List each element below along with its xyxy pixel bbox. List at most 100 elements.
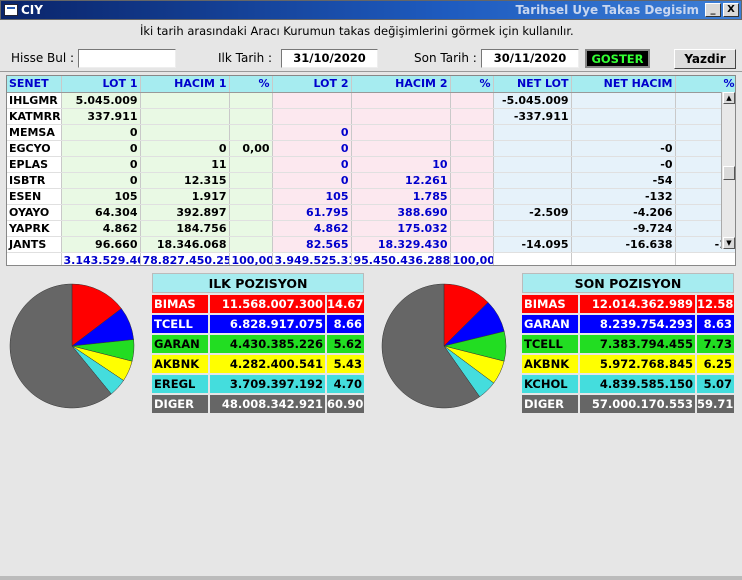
- total-net-lot: [493, 251, 572, 265]
- position-row: DIGER 48.008.342.921 60.90: [152, 395, 364, 413]
- col-header-pct2[interactable]: %: [450, 76, 494, 93]
- close-button[interactable]: X: [723, 3, 739, 17]
- position-name: DIGER: [152, 395, 208, 413]
- cell-lot1: 337.911: [61, 108, 141, 125]
- col-header-hacim2[interactable]: HACIM 2: [351, 76, 451, 93]
- cell-net-hacim: [571, 124, 676, 141]
- cell-pct2: [450, 236, 494, 253]
- cell-net-hacim: -0: [571, 156, 676, 173]
- cell-senet: KATMRR: [7, 108, 62, 125]
- col-header-hacim1[interactable]: HACIM 1: [140, 76, 230, 93]
- table-row[interactable]: MEMSA 0 0: [7, 124, 735, 141]
- col-header-lot1[interactable]: LOT 1: [61, 76, 141, 93]
- cell-pct1: [229, 236, 273, 253]
- col-header-pct1[interactable]: %: [229, 76, 273, 93]
- cell-hacim2: 388.690: [351, 204, 451, 221]
- table-row[interactable]: JANTS 96.660 18.346.068 82.565 18.329.430 -14…: [7, 236, 735, 253]
- table-row[interactable]: IHLGMR 5.045.009 -5.045.009: [7, 92, 735, 109]
- cell-senet: EGCYO: [7, 140, 62, 157]
- cell-pct1: [229, 220, 273, 237]
- son-pie-chart: [381, 283, 507, 409]
- col-header-net-lot[interactable]: NET LOT: [493, 76, 572, 93]
- cell-net-lot: -2.509: [493, 204, 572, 221]
- table-row[interactable]: EGCYO 0 0 0,00 0 -0: [7, 140, 735, 157]
- cell-senet: ISBTR: [7, 172, 62, 189]
- cell-pct1: [229, 204, 273, 221]
- window-bottom-border: [0, 576, 742, 580]
- col-header-net-pct[interactable]: %: [675, 76, 735, 93]
- cell-pct2: [450, 204, 494, 221]
- position-row: BIMAS 12.014.362.989 12.58: [522, 295, 734, 313]
- position-value: 4.430.385.226: [210, 335, 325, 353]
- minimize-button[interactable]: _: [705, 3, 721, 17]
- yazdir-button[interactable]: Yazdir: [674, 49, 736, 69]
- total-hacim2: 95.450.436.288: [351, 251, 451, 265]
- cell-senet: EPLAS: [7, 156, 62, 173]
- scroll-down-icon[interactable]: ▼: [723, 237, 735, 249]
- grid-scrollbar[interactable]: ▲ ▼: [721, 92, 735, 249]
- col-header-lot2[interactable]: LOT 2: [272, 76, 352, 93]
- scroll-thumb[interactable]: [723, 166, 735, 180]
- table-row[interactable]: OYAYO 64.304 392.897 61.795 388.690 -2.509 -4.…: [7, 204, 735, 221]
- cell-senet: YAPRK: [7, 220, 62, 237]
- end-date-field[interactable]: 30/11/2020: [481, 49, 579, 68]
- cell-hacim1: 12.315: [140, 172, 230, 189]
- cell-net-pct: [675, 188, 735, 205]
- cell-senet: ESEN: [7, 188, 62, 205]
- cell-hacim2: 10: [351, 156, 451, 173]
- cell-lot2: 0: [272, 156, 352, 173]
- position-name: AKBNK: [152, 355, 208, 373]
- cell-net-hacim: -9.724: [571, 220, 676, 237]
- cell-senet: MEMSA: [7, 124, 62, 141]
- cell-lot1: 0: [61, 172, 141, 189]
- position-pct: 7.73: [697, 335, 734, 353]
- cell-net-hacim: [571, 92, 676, 109]
- position-pct: 6.25: [697, 355, 734, 373]
- total-pct1: 100,00: [229, 251, 273, 265]
- cell-pct1: [229, 188, 273, 205]
- position-value: 4.282.400.541: [210, 355, 325, 373]
- col-header-net-hacim[interactable]: NET HACIM: [571, 76, 676, 93]
- ilk-pozisyon-table: ILK POZISYON BIMAS 11.568.007.300 14.67 TCE…: [152, 273, 364, 415]
- scroll-up-icon[interactable]: ▲: [723, 92, 735, 104]
- position-value: 5.972.768.845: [580, 355, 695, 373]
- position-name: TCELL: [522, 335, 578, 353]
- cell-net-pct: [675, 140, 735, 157]
- position-pct: 12.58: [697, 295, 734, 313]
- position-value: 11.568.007.300: [210, 295, 325, 313]
- position-name: GARAN: [522, 315, 578, 333]
- separator: [0, 71, 742, 72]
- cell-net-hacim: -54: [571, 172, 676, 189]
- table-row[interactable]: ISBTR 0 12.315 0 12.261 -54: [7, 172, 735, 189]
- cell-lot2: 0: [272, 172, 352, 189]
- position-pct: 8.63: [697, 315, 734, 333]
- search-input[interactable]: [78, 49, 176, 68]
- cell-lot1: 64.304: [61, 204, 141, 221]
- cell-net-pct: [675, 92, 735, 109]
- cell-net-lot: [493, 172, 572, 189]
- search-label: Hisse Bul :: [11, 51, 75, 65]
- table-row[interactable]: KATMRR 337.911 -337.911: [7, 108, 735, 125]
- cell-net-lot: [493, 140, 572, 157]
- takas-grid[interactable]: SENET LOT 1 HACIM 1 % LOT 2 HACIM 2 % NE…: [6, 75, 736, 266]
- hint-text: İki tarih arasındaki Aracı Kurumun takas…: [140, 24, 574, 38]
- cell-lot2: [272, 108, 352, 125]
- table-row[interactable]: EPLAS 0 11 0 10 -0: [7, 156, 735, 173]
- cell-pct1: [229, 172, 273, 189]
- cell-pct1: [229, 124, 273, 141]
- cell-pct2: [450, 172, 494, 189]
- goster-button[interactable]: GOSTER: [585, 49, 650, 68]
- cell-hacim1: 18.346.068: [140, 236, 230, 253]
- start-date-field[interactable]: 31/10/2020: [281, 49, 378, 68]
- cell-hacim1: 0: [140, 140, 230, 157]
- cell-net-lot: [493, 156, 572, 173]
- position-row: AKBNK 5.972.768.845 6.25: [522, 355, 734, 373]
- position-row: TCELL 7.383.794.455 7.73: [522, 335, 734, 353]
- col-header-senet[interactable]: SENET: [7, 76, 62, 93]
- position-row: DIGER 57.000.170.553 59.71: [522, 395, 734, 413]
- cell-hacim1: 392.897: [140, 204, 230, 221]
- table-row[interactable]: YAPRK 4.862 184.756 4.862 175.032 -9.724: [7, 220, 735, 237]
- table-row[interactable]: ESEN 105 1.917 105 1.785 -132: [7, 188, 735, 205]
- cell-lot1: 0: [61, 156, 141, 173]
- cell-pct2: [450, 92, 494, 109]
